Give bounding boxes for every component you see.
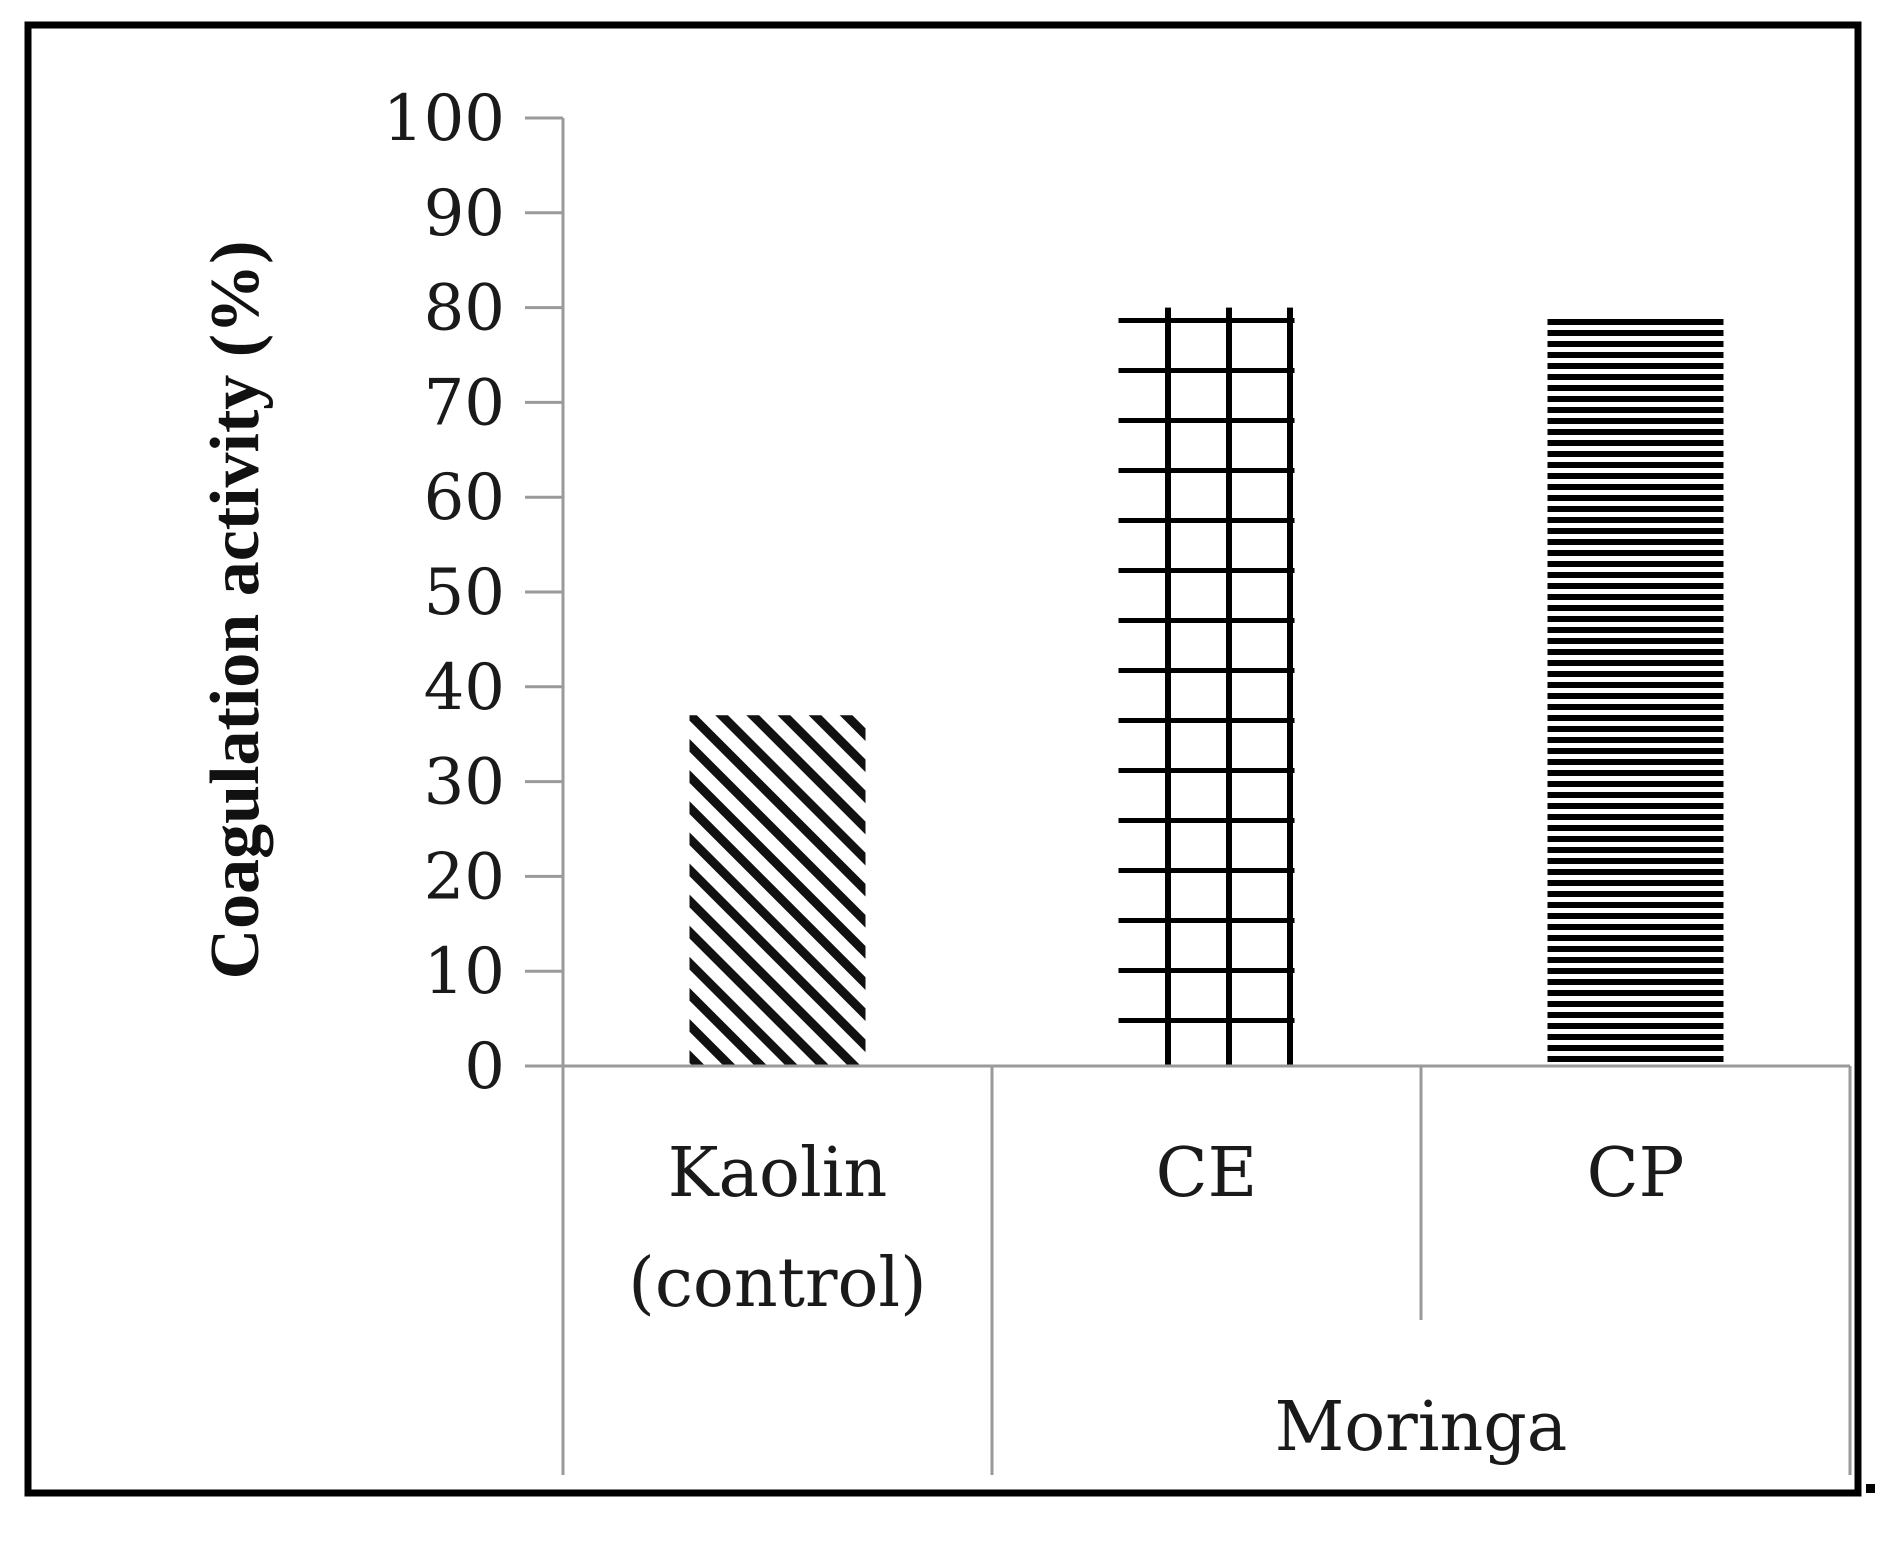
y-tick-label: 90 — [424, 177, 505, 251]
y-tick-label: 30 — [424, 746, 505, 820]
x-category-label: CP — [1587, 1134, 1685, 1213]
bar-cp — [1547, 317, 1724, 1067]
x-group-label: Moringa — [1275, 1388, 1568, 1467]
y-tick-label: 50 — [424, 556, 505, 630]
y-axis-label: Coagulation activity (%) — [197, 241, 274, 980]
y-tick-label: 20 — [424, 840, 505, 914]
y-tick-label: 40 — [424, 651, 505, 725]
bars — [689, 307, 1724, 1067]
bar-ce — [1118, 307, 1295, 1067]
y-tick-label: 100 — [383, 82, 505, 156]
y-tick-label: 80 — [424, 272, 505, 346]
outer-frame — [24, 21, 1862, 1497]
x-category-label: CE — [1156, 1134, 1258, 1213]
x-category-label: Kaolin — [668, 1134, 888, 1213]
y-axis: 0 10 20 30 40 50 60 70 80 90 100 — [383, 82, 565, 1104]
y-tick-label: 0 — [464, 1030, 505, 1104]
y-tick-label: 70 — [424, 366, 505, 440]
x-category-label: (control) — [628, 1244, 926, 1323]
x-axis: Kaolin (control) CE CP Moringa — [525, 1064, 1852, 1475]
y-tick-label: 10 — [424, 935, 505, 1009]
bar-kaolin-control — [689, 715, 866, 1066]
y-tick-label: 60 — [424, 461, 505, 535]
frame-dot — [1866, 1484, 1875, 1493]
